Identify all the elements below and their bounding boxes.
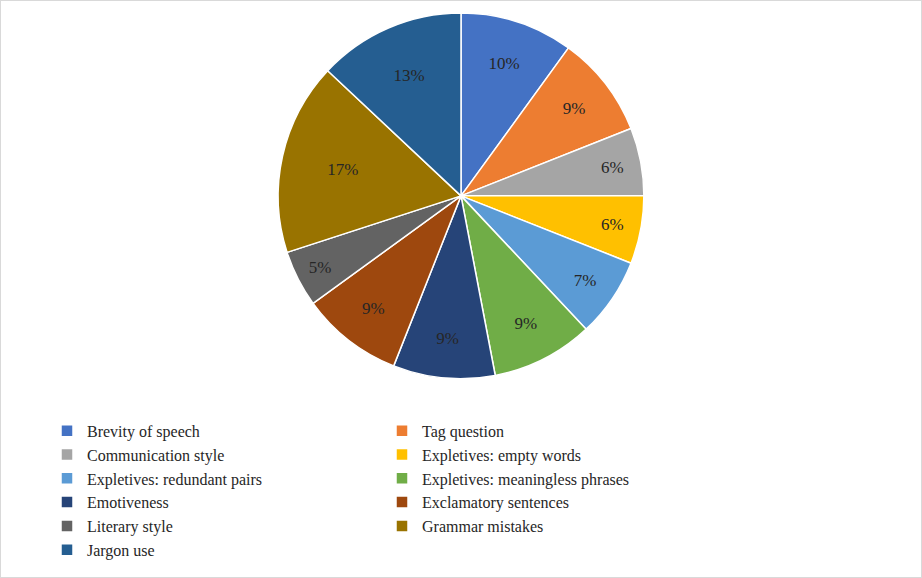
svg-text:9%: 9% xyxy=(563,99,586,118)
svg-text:Expletives: redundant pairs: Expletives: redundant pairs xyxy=(87,471,262,489)
svg-text:Emotiveness: Emotiveness xyxy=(87,494,169,511)
svg-text:Jargon use: Jargon use xyxy=(87,542,155,560)
svg-text:Communication style: Communication style xyxy=(87,447,224,465)
svg-text:7%: 7% xyxy=(574,271,597,290)
svg-text:9%: 9% xyxy=(436,329,459,348)
svg-text:6%: 6% xyxy=(601,158,624,177)
svg-text:17%: 17% xyxy=(327,160,358,179)
svg-text:6%: 6% xyxy=(601,215,624,234)
svg-text:Literary style: Literary style xyxy=(87,518,173,536)
svg-text:9%: 9% xyxy=(362,299,385,318)
svg-text:13%: 13% xyxy=(393,66,424,85)
svg-text:Expletives: meaningless phrase: Expletives: meaningless phrases xyxy=(422,471,629,489)
svg-text:Tag question: Tag question xyxy=(422,423,504,441)
svg-text:5%: 5% xyxy=(309,258,332,277)
svg-text:Expletives: empty words: Expletives: empty words xyxy=(422,447,581,465)
svg-text:Grammar mistakes: Grammar mistakes xyxy=(422,518,543,535)
svg-text:Brevity of speech: Brevity of speech xyxy=(87,423,200,441)
svg-text:Exclamatory sentences: Exclamatory sentences xyxy=(422,494,569,512)
svg-text:9%: 9% xyxy=(515,314,538,333)
svg-text:10%: 10% xyxy=(489,54,520,73)
